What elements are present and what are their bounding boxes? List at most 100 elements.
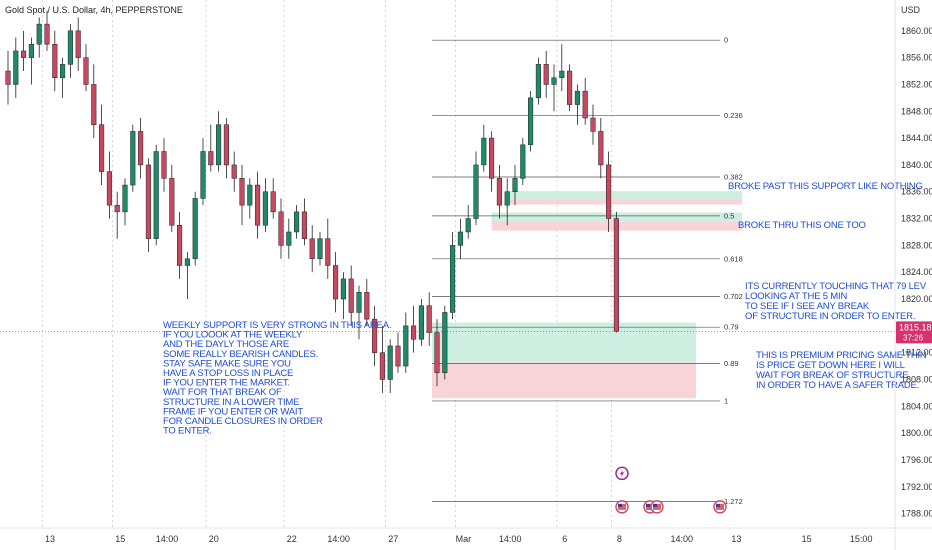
candle-body xyxy=(130,131,136,186)
annotation-line: HAVE A STOP LOSS IN PLACE xyxy=(163,368,293,379)
candle-body xyxy=(231,164,237,179)
candle-body xyxy=(442,312,448,374)
price-tick-label: 1828.00 xyxy=(901,240,932,250)
candle-body xyxy=(145,164,151,239)
symbol-title: Gold Spot / U.S. Dollar, 4h, PEPPERSTONE xyxy=(5,5,183,15)
candle-body xyxy=(340,278,346,300)
candle-body xyxy=(255,184,261,226)
candle-body xyxy=(567,70,573,105)
price-axis[interactable]: 1788.00 1792.00 1796.00 1800.00 1804.00 1808.… xyxy=(901,26,932,519)
candle xyxy=(333,252,339,313)
us-flag-event-icon[interactable] xyxy=(650,500,664,514)
candle xyxy=(270,178,276,219)
time-axis[interactable]: 13 15 14:00 20 22 14:00 27 Mar 14:00 6 8 14:00 13 15 1… xyxy=(45,534,872,544)
time-tick-label: 20 xyxy=(209,534,219,544)
annotation-line: ITS CURRENTLY TOUCHING THAT 79 LEV xyxy=(745,281,927,292)
lightning-event-icon[interactable] xyxy=(615,466,629,481)
candle-body xyxy=(426,305,432,333)
candle-body xyxy=(450,245,456,313)
candle xyxy=(36,17,42,58)
annotation-line: WAIT FOR THAT BREAK OF xyxy=(163,387,282,398)
candle xyxy=(278,198,284,259)
candle xyxy=(481,124,487,172)
candle-body xyxy=(403,325,409,367)
candle-body xyxy=(106,171,112,206)
candle-body xyxy=(270,191,276,213)
candle-body xyxy=(294,211,300,233)
candle-body xyxy=(325,238,331,266)
candle-body xyxy=(606,164,612,219)
candle-body xyxy=(356,292,362,313)
candle xyxy=(177,211,183,279)
candle xyxy=(145,158,151,253)
candle-body xyxy=(395,345,401,367)
candle-body xyxy=(535,64,541,99)
annotation-line: WEEKLY SUPPORT IS VERY STRONG IN THIS AR… xyxy=(163,320,391,331)
event-icons[interactable] xyxy=(615,466,727,514)
candle xyxy=(387,339,393,393)
candle xyxy=(184,252,190,300)
candle-body xyxy=(465,218,471,233)
candle xyxy=(301,198,307,246)
candle xyxy=(208,124,214,172)
annotation-line: FRAME IF YOU ENTER OR WAIT xyxy=(163,406,303,417)
candle xyxy=(426,292,432,346)
candle xyxy=(75,17,81,72)
zone-green-upper xyxy=(507,191,742,200)
candle xyxy=(590,104,596,145)
annotation-line: TO SEE IF I SEE ANY BREAK xyxy=(745,301,870,312)
candle-body xyxy=(473,164,479,219)
candle xyxy=(239,164,245,226)
candle xyxy=(122,178,128,226)
candle-body xyxy=(411,325,417,340)
price-tick-label: 1808.00 xyxy=(901,374,932,384)
annotation-line: STRUCTURE IN A LOWER TIME xyxy=(163,397,299,408)
candle xyxy=(294,205,300,239)
candle xyxy=(356,285,362,340)
fibonacci-retracement[interactable]: 0 0.236 0.382 0.5 0.618 0.702 0.79 0.89 1 1.272 xyxy=(432,36,743,506)
annotation-line: THIS IS PREMIUM PRICING SAME THIN xyxy=(756,350,927,361)
candle-body xyxy=(216,124,222,166)
price-tick-label: 1840.00 xyxy=(901,160,932,170)
candle xyxy=(231,151,237,192)
candle-body xyxy=(434,332,440,374)
candle xyxy=(247,178,253,219)
candle-body xyxy=(208,151,214,166)
candle xyxy=(567,64,573,112)
fib-level-label: 0.382 xyxy=(724,172,743,181)
candle xyxy=(161,138,167,192)
candle-body xyxy=(504,191,510,206)
time-tick-label: 14:00 xyxy=(671,534,694,544)
fib-level-label: 1.272 xyxy=(724,497,743,506)
zone-red-premium xyxy=(432,362,696,399)
time-tick-label: 15 xyxy=(115,534,125,544)
candle xyxy=(465,205,471,239)
annotation-line: FOR CANDLE CLOSURES IN ORDER xyxy=(163,416,323,427)
price-tick-label: 1844.00 xyxy=(901,133,932,143)
candle xyxy=(21,30,27,72)
candle-body xyxy=(551,77,557,85)
lightning-glyph xyxy=(620,469,624,478)
time-tick-label: 14:00 xyxy=(499,534,522,544)
price-tick-label: 1792.00 xyxy=(901,482,932,492)
candle xyxy=(411,305,417,353)
candle xyxy=(434,319,440,387)
candle xyxy=(255,171,261,239)
candle xyxy=(138,117,144,179)
price-tick-label: 1804.00 xyxy=(901,401,932,411)
us-flag-event-icon[interactable] xyxy=(713,500,727,514)
time-tick-label: 27 xyxy=(388,534,398,544)
fib-level-label: 0.5 xyxy=(724,211,734,220)
flag-canton xyxy=(646,503,650,507)
candle xyxy=(496,164,502,219)
annotation-line: IF YOU LOOOK AT THE WEEKLY xyxy=(163,330,303,341)
candle-body xyxy=(489,137,495,179)
candle-body xyxy=(67,30,73,65)
candle xyxy=(543,50,549,98)
us-flag-event-icon[interactable] xyxy=(615,500,629,514)
candle xyxy=(192,191,198,266)
candle-body xyxy=(5,70,11,85)
candle-body xyxy=(590,117,596,132)
last-price-badge-bg xyxy=(896,321,932,344)
